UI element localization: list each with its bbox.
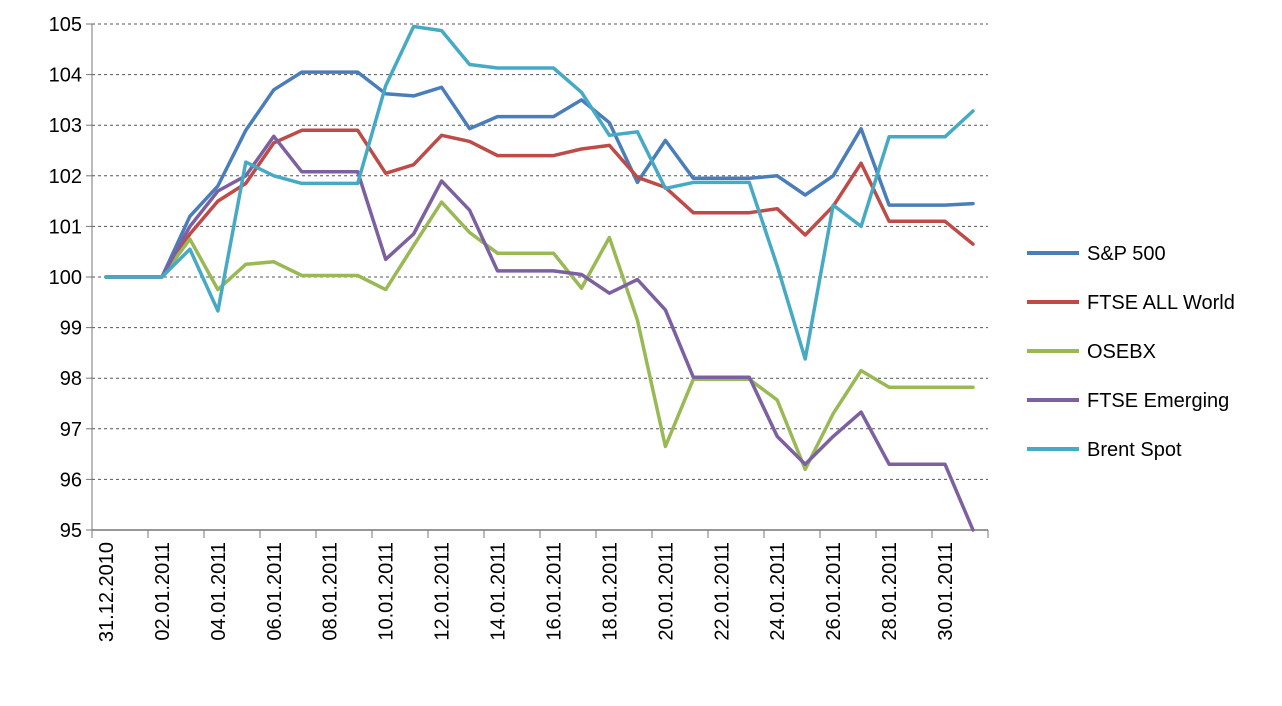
x-tick-label: 14.01.2011	[488, 542, 510, 641]
x-axis-ticks: 31.12.2010 02.01.2011 04.01.2011 06.01.2011…	[96, 542, 957, 642]
x-tick-label: 06.01.2011	[264, 542, 286, 641]
series-line-osebx	[104, 200, 975, 472]
legend-label: S&P 500	[1087, 243, 1166, 265]
x-tick-label: 04.01.2011	[208, 542, 230, 641]
legend-label: Brent Spot	[1087, 439, 1182, 461]
x-tick-label: 18.01.2011	[599, 542, 621, 641]
y-tick-label: 99	[60, 318, 82, 340]
x-tick-label: 26.01.2011	[823, 542, 845, 641]
x-tick-label: 10.01.2011	[376, 542, 398, 641]
y-tick-label: 95	[60, 520, 82, 542]
y-tick-label: 96	[60, 469, 82, 491]
x-tick-label: 16.01.2011	[543, 542, 565, 641]
x-tick-label: 12.01.2011	[432, 542, 454, 641]
y-tick-label: 103	[49, 115, 82, 137]
y-tick-label: 100	[49, 267, 82, 289]
y-tick-label: 104	[49, 65, 82, 87]
y-tick-label: 97	[60, 419, 82, 441]
x-tick-label: 24.01.2011	[767, 542, 789, 641]
series-line-ftse-all-world	[104, 128, 975, 279]
y-tick-label: 101	[49, 216, 82, 238]
series-line-s-p-500	[104, 70, 975, 279]
legend-label: FTSE ALL World	[1087, 292, 1235, 314]
legend-label: OSEBX	[1087, 341, 1156, 363]
axes	[86, 23, 989, 538]
x-tick-label: 08.01.2011	[320, 542, 342, 641]
y-tick-label: 98	[60, 368, 82, 390]
series-line-ftse-emerging	[104, 134, 975, 532]
legend: S&P 500 FTSE ALL World OSEBX FTSE Emerging B…	[1027, 243, 1235, 461]
series-lines	[104, 24, 975, 532]
legend-label: FTSE Emerging	[1087, 390, 1229, 412]
series-line-brent-spot	[104, 24, 975, 361]
x-tick-label: 28.01.2011	[879, 542, 901, 641]
x-tick-label: 20.01.2011	[655, 542, 677, 641]
gridlines	[92, 23, 988, 480]
y-axis-ticks: 95 96 97 98 99 100 101 102 103 104 105	[49, 14, 82, 542]
y-tick-label: 105	[49, 14, 82, 36]
x-tick-label: 02.01.2011	[152, 542, 174, 641]
x-tick-label: 31.12.2010	[96, 542, 118, 642]
x-tick-label: 22.01.2011	[711, 542, 733, 641]
y-tick-label: 102	[49, 166, 82, 188]
x-tick-label: 30.01.2011	[935, 542, 957, 641]
